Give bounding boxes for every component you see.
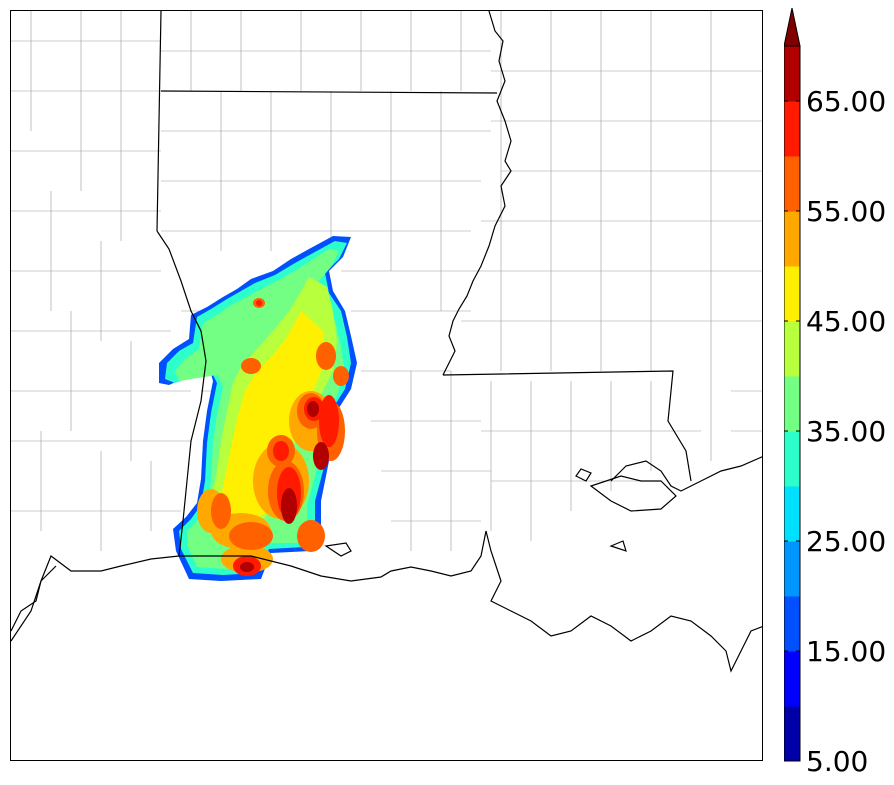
colorbar-band (784, 486, 800, 542)
precip-contour-55 (229, 522, 273, 550)
colorbar-band (784, 651, 800, 707)
colorbar-band (784, 46, 800, 102)
colorbar-tick-label: 55.00 (806, 195, 887, 228)
precip-contour-55 (316, 342, 336, 370)
colorbar-band (784, 541, 800, 597)
lake-outline (324, 468, 627, 557)
precip-contour-55 (333, 366, 349, 386)
mississippi-river (442, 11, 512, 376)
precip-contour-60 (256, 300, 262, 306)
colorbar-band (784, 156, 800, 212)
map-panel (10, 10, 763, 761)
precip-contour-65 (307, 401, 319, 417)
precip-contour-55 (211, 493, 231, 529)
precip-contour-45 (219, 311, 325, 529)
state-borders (156, 11, 692, 557)
colorbar-extend-arrow (784, 8, 801, 47)
coastline (11, 530, 762, 673)
colorbar-tick-label: 45.00 (806, 305, 887, 338)
colorbar-band (784, 596, 800, 652)
colorbar-band (784, 101, 800, 157)
colorbar-band (784, 266, 800, 322)
colorbar-ticks (784, 100, 800, 762)
precip-contour-60 (319, 395, 339, 447)
colorbar-tick-label: 15.00 (806, 635, 887, 668)
colorbar-bands (784, 46, 800, 762)
colorbar-band (784, 706, 800, 762)
colorbar-band (784, 211, 800, 267)
colorbar-tick-label: 5.00 (806, 745, 869, 778)
precip-contour-65 (313, 442, 329, 470)
colorbar-tick-label: 25.00 (806, 525, 887, 558)
precip-contour-55 (241, 358, 261, 374)
coastline-west (11, 565, 57, 632)
map-canvas (11, 11, 762, 673)
precip-contour-65 (281, 488, 297, 524)
colorbar-band (784, 431, 800, 487)
colorbar-band (784, 376, 800, 432)
colorbar (784, 8, 801, 762)
colorbar-tick-label: 35.00 (806, 415, 887, 448)
colorbar-tick-label: 65.00 (806, 85, 887, 118)
precipitation-field (159, 236, 357, 581)
coastline-delta (610, 456, 762, 492)
colorbar-band (784, 321, 800, 377)
lake-pontchartrain (589, 475, 677, 512)
precip-contour-65 (240, 562, 254, 572)
precip-contour-60 (273, 441, 289, 461)
colorbar-frame (784, 45, 801, 762)
precip-contour-55 (297, 520, 325, 552)
